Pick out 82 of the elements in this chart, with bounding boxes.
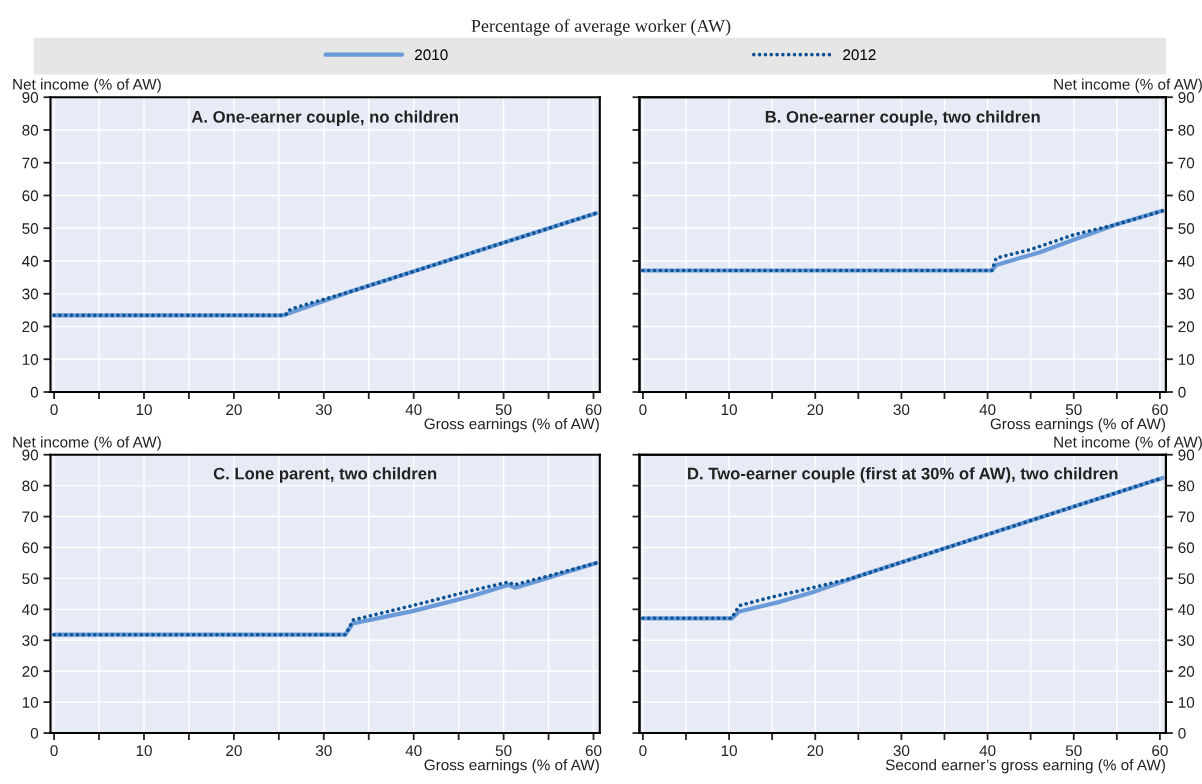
x-tick-label: 0 — [50, 404, 58, 416]
x-tick-label: 60 — [1152, 404, 1168, 416]
x-axis-title: Gross earnings (% of AW) — [424, 759, 599, 774]
x-axis-title: Gross earnings (% of AW) — [424, 418, 599, 433]
y2-tick-label: 80 — [1178, 124, 1195, 136]
x-tick-label: 30 — [315, 745, 332, 757]
x-tick-label: 50 — [1065, 745, 1082, 757]
x-tick-label: 30 — [893, 745, 910, 757]
y-tick-label: 90 — [22, 92, 39, 103]
x-tick-label: 40 — [405, 745, 422, 757]
y-axis-title: Net income (% of AW) — [13, 78, 161, 93]
y2-tick-label: 70 — [1178, 511, 1195, 523]
text: B. One-earner couple, two children — [765, 110, 1040, 127]
x-tick-label: 10 — [136, 745, 152, 757]
x-tick-label: 60 — [1152, 745, 1168, 757]
x-tick-label: 10 — [136, 404, 152, 416]
y-tick-label: 20 — [22, 666, 39, 677]
legend-label: 2012 — [843, 49, 876, 61]
x-tick-label: 40 — [979, 745, 996, 757]
y-tick-label: 80 — [22, 480, 39, 492]
y2-axis-title: Net income (% of AW) — [1054, 78, 1202, 93]
x-tick-label: 40 — [979, 404, 996, 416]
x-tick-label: 60 — [585, 745, 602, 757]
x-tick-label: 20 — [807, 404, 824, 416]
y-tick-label: 90 — [22, 449, 39, 461]
y-tick-label: 60 — [22, 542, 39, 554]
y2-tick-label: 20 — [1178, 321, 1195, 333]
x-tick-label: 20 — [226, 745, 242, 757]
y2-tick-label: 60 — [1178, 542, 1195, 554]
text: D. Two-earner couple (first at 30% of AW), two children — [688, 467, 1118, 483]
y2-tick-label: 80 — [1178, 480, 1195, 492]
y2-tick-label: 60 — [1178, 190, 1195, 202]
y-tick-label: 30 — [22, 635, 39, 646]
y-tick-label: 60 — [22, 190, 39, 202]
y-tick-label: 50 — [22, 223, 39, 234]
y2-tick-label: 50 — [1178, 573, 1195, 585]
y-tick-label: 10 — [22, 696, 39, 708]
x-axis-title: Second earner’s gross earning (% of AW) — [885, 759, 1166, 774]
text: A. One-earner couple, no children — [191, 110, 458, 127]
y2-tick-label: 70 — [1178, 157, 1195, 169]
x-tick-label: 10 — [721, 404, 737, 416]
y-tick-label: 50 — [22, 573, 39, 585]
x-tick-label: 0 — [639, 404, 647, 416]
x-tick-label: 20 — [226, 404, 242, 416]
y-tick-label: 0 — [30, 386, 39, 398]
y2-tick-label: 0 — [1178, 386, 1186, 398]
y-tick-label: 70 — [22, 157, 39, 169]
y2-tick-label: 90 — [1178, 449, 1195, 461]
y2-tick-label: 10 — [1178, 354, 1195, 365]
x-axis-title: Gross earnings (% of AW) — [990, 418, 1165, 433]
x-tick-label: 50 — [495, 745, 512, 757]
y-tick-label: 40 — [22, 255, 39, 267]
y-tick-label: 70 — [22, 511, 39, 523]
y-tick-label: 80 — [22, 124, 39, 136]
x-tick-label: 40 — [405, 404, 422, 416]
text: C. Lone parent, two children — [213, 467, 437, 483]
y2-tick-label: 90 — [1178, 92, 1195, 103]
y2-tick-label: 40 — [1178, 255, 1195, 267]
y2-tick-label: 40 — [1178, 604, 1195, 616]
y-tick-label: 20 — [22, 321, 39, 333]
legend-label: 2010 — [415, 49, 448, 61]
x-tick-label: 10 — [721, 745, 737, 757]
x-tick-label: 30 — [893, 404, 910, 416]
legend-title: Percentage of average worker (AW) — [471, 19, 731, 36]
y-tick-label: 40 — [22, 604, 39, 616]
y-tick-label: 10 — [22, 354, 39, 365]
x-tick-label: 60 — [585, 404, 602, 416]
y2-tick-label: 50 — [1178, 223, 1195, 234]
x-tick-label: 50 — [1065, 404, 1082, 416]
y2-tick-label: 30 — [1178, 288, 1195, 300]
x-tick-label: 30 — [315, 404, 332, 416]
y2-axis-title: Net income (% of AW) — [1054, 436, 1202, 451]
y2-tick-label: 10 — [1178, 696, 1195, 708]
y2-tick-label: 20 — [1178, 666, 1195, 677]
x-tick-label: 20 — [807, 745, 824, 757]
x-tick-label: 0 — [639, 745, 647, 757]
x-tick-label: 0 — [50, 745, 58, 757]
y-tick-label: 0 — [30, 727, 39, 739]
y-tick-label: 30 — [22, 288, 39, 300]
y2-tick-label: 30 — [1178, 635, 1195, 646]
y2-tick-label: 0 — [1178, 727, 1186, 739]
x-tick-label: 50 — [495, 404, 512, 416]
